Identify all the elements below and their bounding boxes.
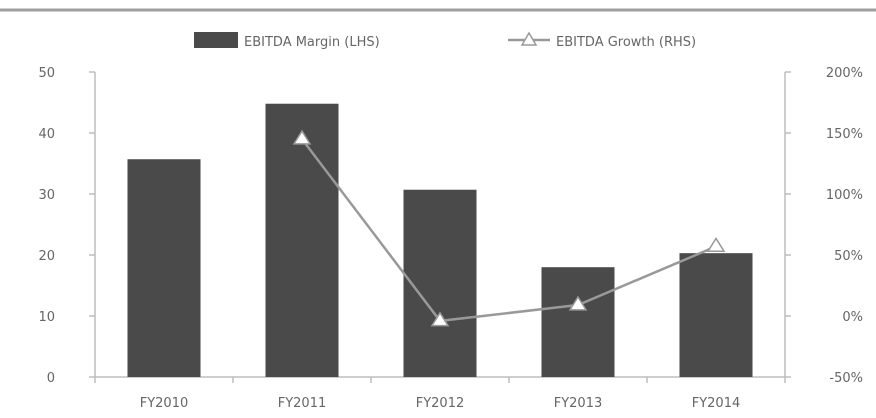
x-tick-label: FY2010 bbox=[140, 396, 189, 411]
growth-point bbox=[292, 129, 312, 145]
legend-label-bar: EBITDA Margin (LHS) bbox=[244, 35, 380, 50]
right-tick-label: 150% bbox=[826, 127, 863, 142]
left-tick-label: 40 bbox=[38, 127, 55, 142]
left-tick-label: 30 bbox=[38, 188, 55, 203]
x-tick-label: FY2012 bbox=[416, 396, 465, 411]
line-series bbox=[292, 129, 726, 327]
left-tick-label: 10 bbox=[38, 310, 55, 325]
left-tick-label: 20 bbox=[38, 249, 55, 264]
legend-swatch-marker bbox=[520, 31, 538, 46]
bar bbox=[403, 189, 477, 377]
bar bbox=[541, 267, 615, 377]
x-tick-label: FY2014 bbox=[692, 396, 741, 411]
x-tick-label: FY2013 bbox=[554, 396, 603, 411]
legend-swatch-bar bbox=[194, 32, 238, 48]
right-tick-label: 100% bbox=[826, 188, 863, 203]
right-tick-label: 50% bbox=[834, 249, 863, 264]
growth-point bbox=[430, 311, 450, 327]
bar bbox=[265, 103, 339, 377]
legend-label-line: EBITDA Growth (RHS) bbox=[556, 35, 696, 50]
x-tick-label: FY2011 bbox=[278, 396, 327, 411]
axes: 0 10 20 30 40 50 -50% 0% 50% 100% 150% 200% FY2010 FY… bbox=[38, 66, 863, 411]
right-tick-label: 200% bbox=[826, 66, 863, 81]
growth-point bbox=[706, 237, 726, 253]
left-tick-label: 0 bbox=[47, 371, 55, 386]
bar bbox=[127, 159, 201, 377]
left-tick-label: 50 bbox=[38, 66, 55, 81]
growth-point bbox=[568, 295, 588, 311]
bar-series bbox=[127, 103, 753, 377]
bar bbox=[679, 253, 753, 377]
right-tick-label: 0% bbox=[842, 310, 863, 325]
right-tick-label: -50% bbox=[829, 371, 863, 386]
growth-line bbox=[301, 138, 717, 323]
legend: EBITDA Margin (LHS) EBITDA Growth (RHS) bbox=[194, 31, 696, 50]
